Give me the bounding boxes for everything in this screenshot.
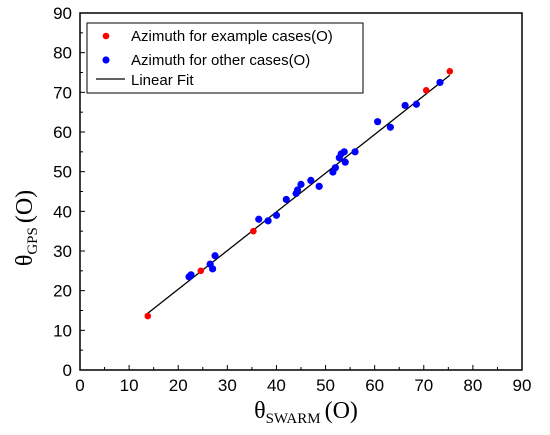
- other-case-point: [401, 101, 409, 110]
- y-axis-symbol: θ: [12, 255, 38, 267]
- other-case-point: [272, 211, 281, 219]
- example-case-point: [250, 227, 257, 235]
- y-tick-label: 20: [53, 282, 72, 301]
- example-case-point: [144, 312, 152, 320]
- legend-label-example: Azimuth for example cases(O): [131, 28, 333, 45]
- other-case-point: [282, 195, 290, 204]
- legend: Azimuth for example cases(O) Azimuth for…: [86, 22, 364, 94]
- legend-marker-other: [102, 56, 110, 64]
- x-axis-symbol: θ: [254, 398, 266, 424]
- x-axis-title: θSWARM (O): [254, 398, 358, 427]
- example-case-point: [446, 68, 454, 75]
- example-case-point: [422, 87, 430, 94]
- x-tick-labels: 0 10 20 30 40 50 60 70 80 90: [75, 376, 531, 395]
- other-case-point: [209, 265, 217, 273]
- legend-label-other: Azimuth for other cases(O): [131, 52, 310, 69]
- example-case-point: [197, 267, 205, 275]
- x-tick-label: 70: [414, 376, 433, 395]
- x-tick-label: 0: [75, 376, 84, 395]
- y-tick-label: 30: [53, 242, 72, 261]
- x-tick-label: 50: [316, 376, 335, 395]
- legend-box: [86, 22, 364, 94]
- x-tick-label: 80: [463, 376, 482, 395]
- x-tick-label: 10: [120, 376, 139, 395]
- y-tick-label: 80: [53, 44, 72, 63]
- y-tick-label: 70: [53, 83, 72, 102]
- other-case-point: [340, 148, 348, 156]
- x-axis-unit: (O): [325, 398, 358, 424]
- y-tick-label: 0: [63, 361, 72, 380]
- other-case-point: [187, 271, 195, 279]
- other-case-point: [255, 215, 263, 223]
- other-case-point: [297, 180, 305, 188]
- legend-label-linear-fit: Linear Fit: [131, 72, 194, 89]
- y-axis-unit: (O): [12, 190, 38, 223]
- x-axis-subscript: SWARM: [266, 411, 321, 427]
- other-case-point: [211, 252, 219, 260]
- other-case-point: [315, 182, 323, 190]
- other-case-point: [351, 148, 359, 156]
- other-case-point: [341, 158, 349, 166]
- legend-marker-example: [102, 32, 110, 40]
- y-axis-subscript: GPS: [25, 227, 41, 255]
- y-tick-label: 90: [53, 4, 72, 23]
- other-case-point: [264, 217, 272, 225]
- plot-frame: [79, 12, 523, 371]
- other-case-point: [436, 78, 444, 87]
- y-axis-title: θGPS (O): [12, 190, 41, 266]
- other-case-point: [307, 176, 315, 184]
- y-tick-label: 10: [53, 321, 72, 340]
- data-marks: [144, 68, 454, 320]
- y-tick-label: 60: [53, 123, 72, 142]
- other-case-point: [331, 164, 339, 172]
- x-tick-label: 90: [513, 376, 532, 395]
- y-tick-label: 50: [53, 163, 72, 182]
- other-case-point: [386, 123, 394, 131]
- x-tick-label: 30: [218, 376, 237, 395]
- x-tick-label: 20: [169, 376, 188, 395]
- x-tick-label: 40: [267, 376, 286, 395]
- x-tick-label: 60: [365, 376, 384, 395]
- y-tick-label: 40: [53, 202, 72, 221]
- y-tick-labels: 0 10 20 30 40 50 60 70 80 90: [53, 4, 72, 380]
- other-case-point: [412, 100, 421, 108]
- other-case-point: [293, 186, 302, 194]
- other-case-point: [374, 118, 382, 126]
